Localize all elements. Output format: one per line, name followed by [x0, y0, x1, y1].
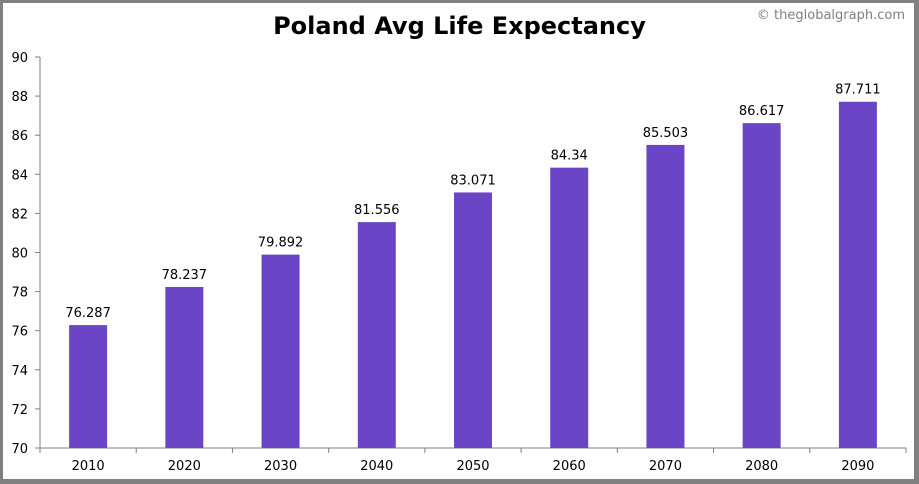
x-tick-label: 2020 — [168, 459, 201, 474]
y-tick-label: 76 — [11, 325, 28, 340]
y-tick-label: 80 — [11, 247, 28, 262]
bar — [550, 167, 589, 448]
data-label: 78.237 — [162, 268, 208, 283]
x-tick-label: 2010 — [72, 459, 105, 474]
y-tick-label: 72 — [11, 403, 28, 418]
x-tick-label: 2080 — [745, 459, 778, 474]
bar — [165, 286, 204, 448]
watermark: © theglobalgraph.com — [756, 8, 905, 23]
data-label: 86.617 — [739, 104, 785, 119]
data-label: 83.071 — [450, 173, 496, 188]
bar — [357, 222, 396, 448]
bar — [838, 101, 877, 449]
x-tick-label: 2070 — [649, 459, 682, 474]
bar — [261, 254, 300, 448]
data-label: 87.711 — [835, 83, 881, 98]
data-label: 81.556 — [354, 203, 400, 218]
bar — [646, 144, 685, 448]
x-tick-label: 2060 — [553, 459, 586, 474]
y-tick-label: 84 — [11, 168, 28, 183]
chart-title: Poland Avg Life Expectancy — [273, 12, 646, 40]
data-label: 76.287 — [65, 306, 111, 321]
bar — [69, 325, 108, 448]
bar — [742, 123, 781, 449]
y-tick-label: 74 — [11, 364, 28, 379]
y-tick-label: 70 — [11, 442, 28, 457]
data-label: 79.892 — [258, 236, 304, 251]
y-tick-label: 88 — [11, 90, 28, 105]
data-label: 85.503 — [643, 126, 689, 141]
x-tick-label: 2050 — [456, 459, 489, 474]
x-tick-label: 2090 — [841, 459, 874, 474]
y-tick-label: 82 — [11, 207, 28, 222]
y-tick-label: 86 — [11, 129, 28, 144]
y-tick-label: 90 — [11, 51, 28, 66]
data-label: 84.34 — [551, 149, 588, 164]
x-tick-label: 2040 — [360, 459, 393, 474]
x-tick-label: 2030 — [264, 459, 297, 474]
bar — [454, 192, 492, 448]
y-tick-label: 78 — [11, 286, 28, 301]
